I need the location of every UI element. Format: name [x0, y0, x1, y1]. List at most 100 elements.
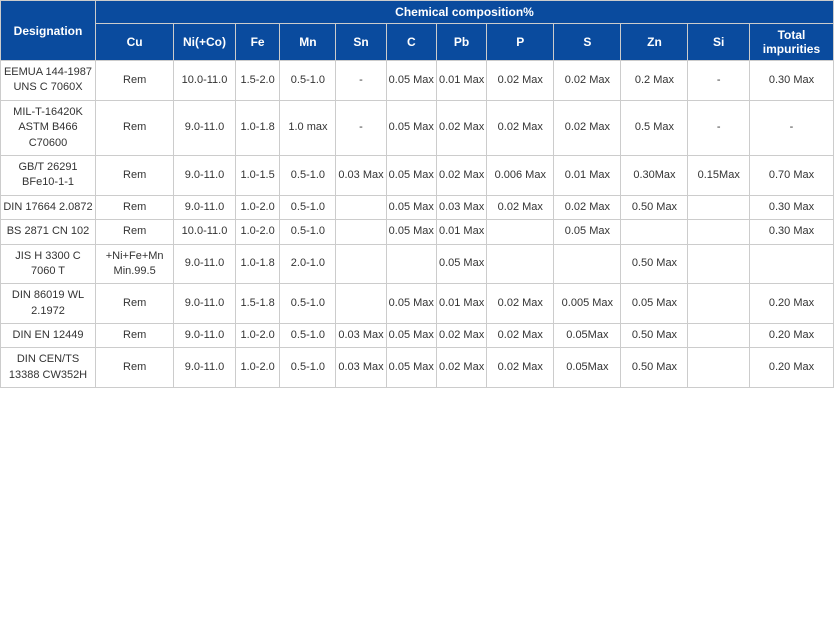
- value-cell: 0.05 Max: [386, 100, 436, 155]
- header-zn: Zn: [621, 24, 688, 61]
- value-cell: [336, 195, 386, 219]
- table-row: MIL-T-16420K ASTM B466 C70600Rem9.0-11.0…: [1, 100, 834, 155]
- value-cell: [386, 244, 436, 284]
- value-cell: 0.005 Max: [554, 284, 621, 324]
- value-cell: 0.05 Max: [436, 244, 486, 284]
- value-cell: 0.5-1.0: [280, 155, 336, 195]
- value-cell: Rem: [96, 61, 174, 101]
- table-row: DIN CEN/TS 13388 CW352HRem9.0-11.01.0-2.…: [1, 348, 834, 388]
- value-cell: 0.50 Max: [621, 348, 688, 388]
- header-si: Si: [688, 24, 749, 61]
- value-cell: 9.0-11.0: [174, 348, 235, 388]
- designation-cell: DIN 86019 WL 2.1972: [1, 284, 96, 324]
- designation-cell: DIN 17664 2.0872: [1, 195, 96, 219]
- value-cell: 0.02 Max: [487, 100, 554, 155]
- value-cell: 0.02 Max: [487, 61, 554, 101]
- value-cell: [336, 284, 386, 324]
- value-cell: Rem: [96, 100, 174, 155]
- value-cell: 0.15Max: [688, 155, 749, 195]
- table-row: JIS H 3300 C 7060 T+Ni+Fe+Mn Min.99.59.0…: [1, 244, 834, 284]
- value-cell: 0.50 Max: [621, 244, 688, 284]
- designation-cell: DIN CEN/TS 13388 CW352H: [1, 348, 96, 388]
- value-cell: [688, 244, 749, 284]
- designation-cell: EEMUA 144-1987 UNS C 7060X: [1, 61, 96, 101]
- table-row: EEMUA 144-1987 UNS C 7060XRem10.0-11.01.…: [1, 61, 834, 101]
- value-cell: 0.02 Max: [487, 324, 554, 348]
- value-cell: 1.5-1.8: [235, 284, 280, 324]
- value-cell: 0.70 Max: [749, 155, 833, 195]
- value-cell: 0.30 Max: [749, 61, 833, 101]
- value-cell: [336, 244, 386, 284]
- value-cell: 0.02 Max: [436, 324, 486, 348]
- value-cell: 0.03 Max: [436, 195, 486, 219]
- header-total-impurities: Total impurities: [749, 24, 833, 61]
- value-cell: -: [688, 61, 749, 101]
- value-cell: 1.0-2.0: [235, 220, 280, 244]
- table-row: DIN 86019 WL 2.1972Rem9.0-11.01.5-1.80.5…: [1, 284, 834, 324]
- value-cell: 0.30 Max: [749, 195, 833, 219]
- value-cell: 0.05 Max: [386, 61, 436, 101]
- header-sn: Sn: [336, 24, 386, 61]
- value-cell: 0.50 Max: [621, 324, 688, 348]
- value-cell: Rem: [96, 284, 174, 324]
- composition-table: Designation Chemical composition% Cu Ni(…: [0, 0, 834, 388]
- value-cell: 0.02 Max: [436, 348, 486, 388]
- value-cell: 0.50 Max: [621, 195, 688, 219]
- value-cell: Rem: [96, 195, 174, 219]
- value-cell: 0.02 Max: [436, 100, 486, 155]
- designation-cell: DIN EN 12449: [1, 324, 96, 348]
- value-cell: 0.2 Max: [621, 61, 688, 101]
- value-cell: 0.20 Max: [749, 284, 833, 324]
- value-cell: 2.0-1.0: [280, 244, 336, 284]
- designation-cell: BS 2871 CN 102: [1, 220, 96, 244]
- value-cell: 0.03 Max: [336, 348, 386, 388]
- value-cell: 0.05 Max: [386, 284, 436, 324]
- value-cell: [487, 244, 554, 284]
- value-cell: 0.01 Max: [436, 220, 486, 244]
- value-cell: Rem: [96, 324, 174, 348]
- value-cell: 1.5-2.0: [235, 61, 280, 101]
- value-cell: 9.0-11.0: [174, 195, 235, 219]
- header-s: S: [554, 24, 621, 61]
- table-row: BS 2871 CN 102Rem10.0-11.01.0-2.00.5-1.0…: [1, 220, 834, 244]
- value-cell: 0.006 Max: [487, 155, 554, 195]
- value-cell: 0.5 Max: [621, 100, 688, 155]
- value-cell: 0.02 Max: [554, 195, 621, 219]
- value-cell: +Ni+Fe+Mn Min.99.5: [96, 244, 174, 284]
- value-cell: 0.05 Max: [386, 348, 436, 388]
- value-cell: Rem: [96, 155, 174, 195]
- header-designation: Designation: [1, 1, 96, 61]
- value-cell: 1.0-1.8: [235, 244, 280, 284]
- value-cell: 1.0-1.8: [235, 100, 280, 155]
- table-row: DIN 17664 2.0872Rem9.0-11.01.0-2.00.5-1.…: [1, 195, 834, 219]
- value-cell: 0.05 Max: [621, 284, 688, 324]
- value-cell: Rem: [96, 348, 174, 388]
- value-cell: 0.5-1.0: [280, 195, 336, 219]
- value-cell: 1.0-1.5: [235, 155, 280, 195]
- value-cell: -: [688, 100, 749, 155]
- value-cell: [749, 244, 833, 284]
- table-row: DIN EN 12449Rem9.0-11.01.0-2.00.5-1.00.0…: [1, 324, 834, 348]
- value-cell: 9.0-11.0: [174, 155, 235, 195]
- value-cell: 0.01 Max: [436, 284, 486, 324]
- value-cell: 0.20 Max: [749, 324, 833, 348]
- header-pb: Pb: [436, 24, 486, 61]
- value-cell: -: [336, 100, 386, 155]
- value-cell: 0.02 Max: [487, 284, 554, 324]
- value-cell: 1.0-2.0: [235, 348, 280, 388]
- value-cell: 9.0-11.0: [174, 284, 235, 324]
- header-mn: Mn: [280, 24, 336, 61]
- table-row: GB/T 26291 BFe10-1-1Rem9.0-11.01.0-1.50.…: [1, 155, 834, 195]
- value-cell: [554, 244, 621, 284]
- designation-cell: GB/T 26291 BFe10-1-1: [1, 155, 96, 195]
- value-cell: 0.03 Max: [336, 155, 386, 195]
- value-cell: 0.02 Max: [436, 155, 486, 195]
- designation-cell: JIS H 3300 C 7060 T: [1, 244, 96, 284]
- value-cell: 1.0-2.0: [235, 324, 280, 348]
- value-cell: [688, 348, 749, 388]
- value-cell: 0.30Max: [621, 155, 688, 195]
- table-body: EEMUA 144-1987 UNS C 7060XRem10.0-11.01.…: [1, 61, 834, 388]
- value-cell: 10.0-11.0: [174, 61, 235, 101]
- value-cell: 1.0 max: [280, 100, 336, 155]
- value-cell: 0.05Max: [554, 348, 621, 388]
